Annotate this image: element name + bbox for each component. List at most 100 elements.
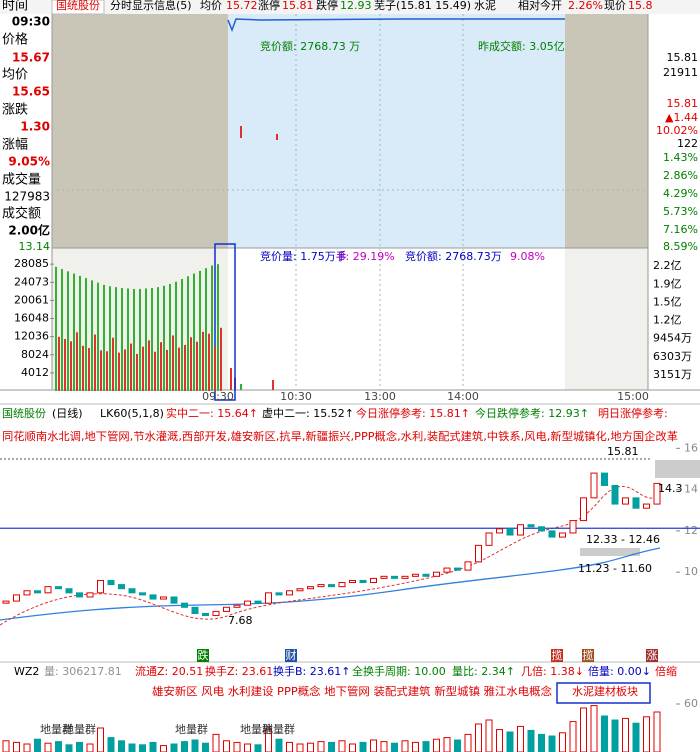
volume-bar — [527, 729, 535, 752]
auction-bar — [118, 352, 120, 391]
auction-bar — [208, 333, 210, 391]
auction-bar — [175, 281, 177, 391]
candle — [296, 588, 304, 592]
candle — [307, 586, 314, 590]
volume-bar — [55, 741, 62, 752]
auction-bar — [157, 287, 159, 391]
auction-bar — [133, 288, 135, 391]
candle — [590, 472, 598, 499]
tag[interactable]: 揽 — [583, 649, 594, 662]
auction-bar — [220, 327, 222, 391]
auction-bar — [184, 344, 186, 391]
top-bar-item: 2.26% — [568, 0, 603, 12]
indicator-item: 流通Z: 20.51 — [135, 664, 203, 678]
auction-bar — [196, 341, 198, 391]
top-bar-item: 15.72 — [226, 0, 258, 12]
annotation: B: 29.19% — [338, 250, 395, 263]
candle — [391, 575, 398, 579]
top-bar-item[interactable]: 分时显示信息(5) — [110, 0, 192, 12]
time-label: 14:00 — [447, 390, 479, 403]
candle — [359, 579, 367, 584]
candle — [118, 584, 125, 590]
candle — [139, 592, 146, 596]
right-label: 21911 — [663, 66, 698, 79]
field-value: 15.67 — [12, 51, 50, 65]
price-zone — [580, 548, 640, 556]
top-bar-item: 国统股份 — [56, 0, 100, 12]
top-bar-item: 涨停 — [258, 0, 280, 12]
candle — [76, 592, 83, 598]
auction-bar — [211, 265, 213, 391]
auction-bar — [169, 283, 171, 391]
price-annotation: 12.33 - 12.46 — [586, 533, 660, 546]
auction-bar — [61, 269, 63, 391]
field-label: 时间 — [2, 0, 28, 14]
candle — [622, 497, 629, 505]
indicator-item: 倍量: 0.00↓ — [588, 664, 651, 678]
candle — [55, 586, 62, 590]
board-label[interactable]: 水泥建材板块 — [572, 684, 638, 698]
volume-bar — [212, 733, 220, 752]
tag[interactable]: 跌 — [198, 648, 209, 662]
grid — [52, 14, 648, 390]
candle — [254, 600, 262, 604]
volume-bar — [632, 722, 640, 752]
auction-bar — [214, 347, 216, 391]
candle — [97, 579, 104, 594]
y-tick-label: 16048 — [14, 312, 49, 325]
time-label: 10:30 — [280, 390, 312, 403]
candle — [349, 579, 356, 584]
candle — [569, 520, 577, 534]
volume-bar — [191, 739, 199, 752]
volume-bar — [370, 739, 377, 752]
volume-bar — [254, 744, 262, 752]
auction-bar — [205, 268, 207, 391]
pre-market-area — [52, 14, 228, 248]
amount-label: 1.5亿 — [653, 295, 682, 308]
candle — [23, 590, 31, 596]
right-label: 1.43% — [663, 151, 698, 164]
time-label: 13:00 — [364, 390, 396, 403]
auction-bar — [166, 349, 168, 391]
auction-bar — [64, 339, 66, 391]
auction-bar — [187, 276, 189, 391]
field-value: 9.05% — [8, 155, 50, 169]
candle — [13, 594, 20, 602]
volume-bar — [139, 744, 146, 752]
volume-bar — [149, 741, 157, 752]
volume-bar — [548, 735, 556, 752]
header-item[interactable]: LK60(5,1,8) — [100, 407, 164, 420]
field-label: 涨跌 — [2, 102, 28, 118]
field-label: 均价 — [2, 68, 28, 83]
time-label: 15:00 — [617, 390, 649, 403]
auction-bar — [136, 353, 138, 391]
tab[interactable] — [51, 0, 105, 15]
auction-bar — [172, 335, 174, 391]
indicator-item: WZ2 — [14, 665, 39, 678]
candle — [202, 612, 209, 617]
field-value: 09:30 — [12, 15, 50, 29]
volume-bar — [496, 729, 503, 752]
candle — [517, 524, 524, 536]
right-label: ▲1.44 — [665, 111, 698, 124]
candle — [485, 532, 493, 546]
field-label: 价格 — [2, 32, 28, 48]
volume-bar — [464, 733, 472, 752]
price-annotation: 15.81 — [607, 445, 639, 458]
auction-bar — [97, 282, 99, 391]
group-label: 地量群 — [175, 722, 208, 736]
field-value: 13.14 — [19, 240, 51, 253]
tag-box — [646, 649, 658, 662]
volume-bar — [34, 738, 41, 752]
tag[interactable]: 财 — [286, 648, 297, 662]
tag[interactable]: 揽 — [552, 649, 563, 662]
auction-bar — [70, 341, 72, 391]
auction-bar — [112, 337, 114, 391]
candle — [548, 530, 556, 538]
tag[interactable]: 涨 — [647, 649, 658, 662]
volume-bar — [296, 743, 304, 752]
right-label: 122 — [677, 137, 698, 150]
top-bar-item: 相对今开 — [518, 0, 562, 12]
post-market-area — [565, 14, 648, 248]
candle — [34, 590, 41, 594]
